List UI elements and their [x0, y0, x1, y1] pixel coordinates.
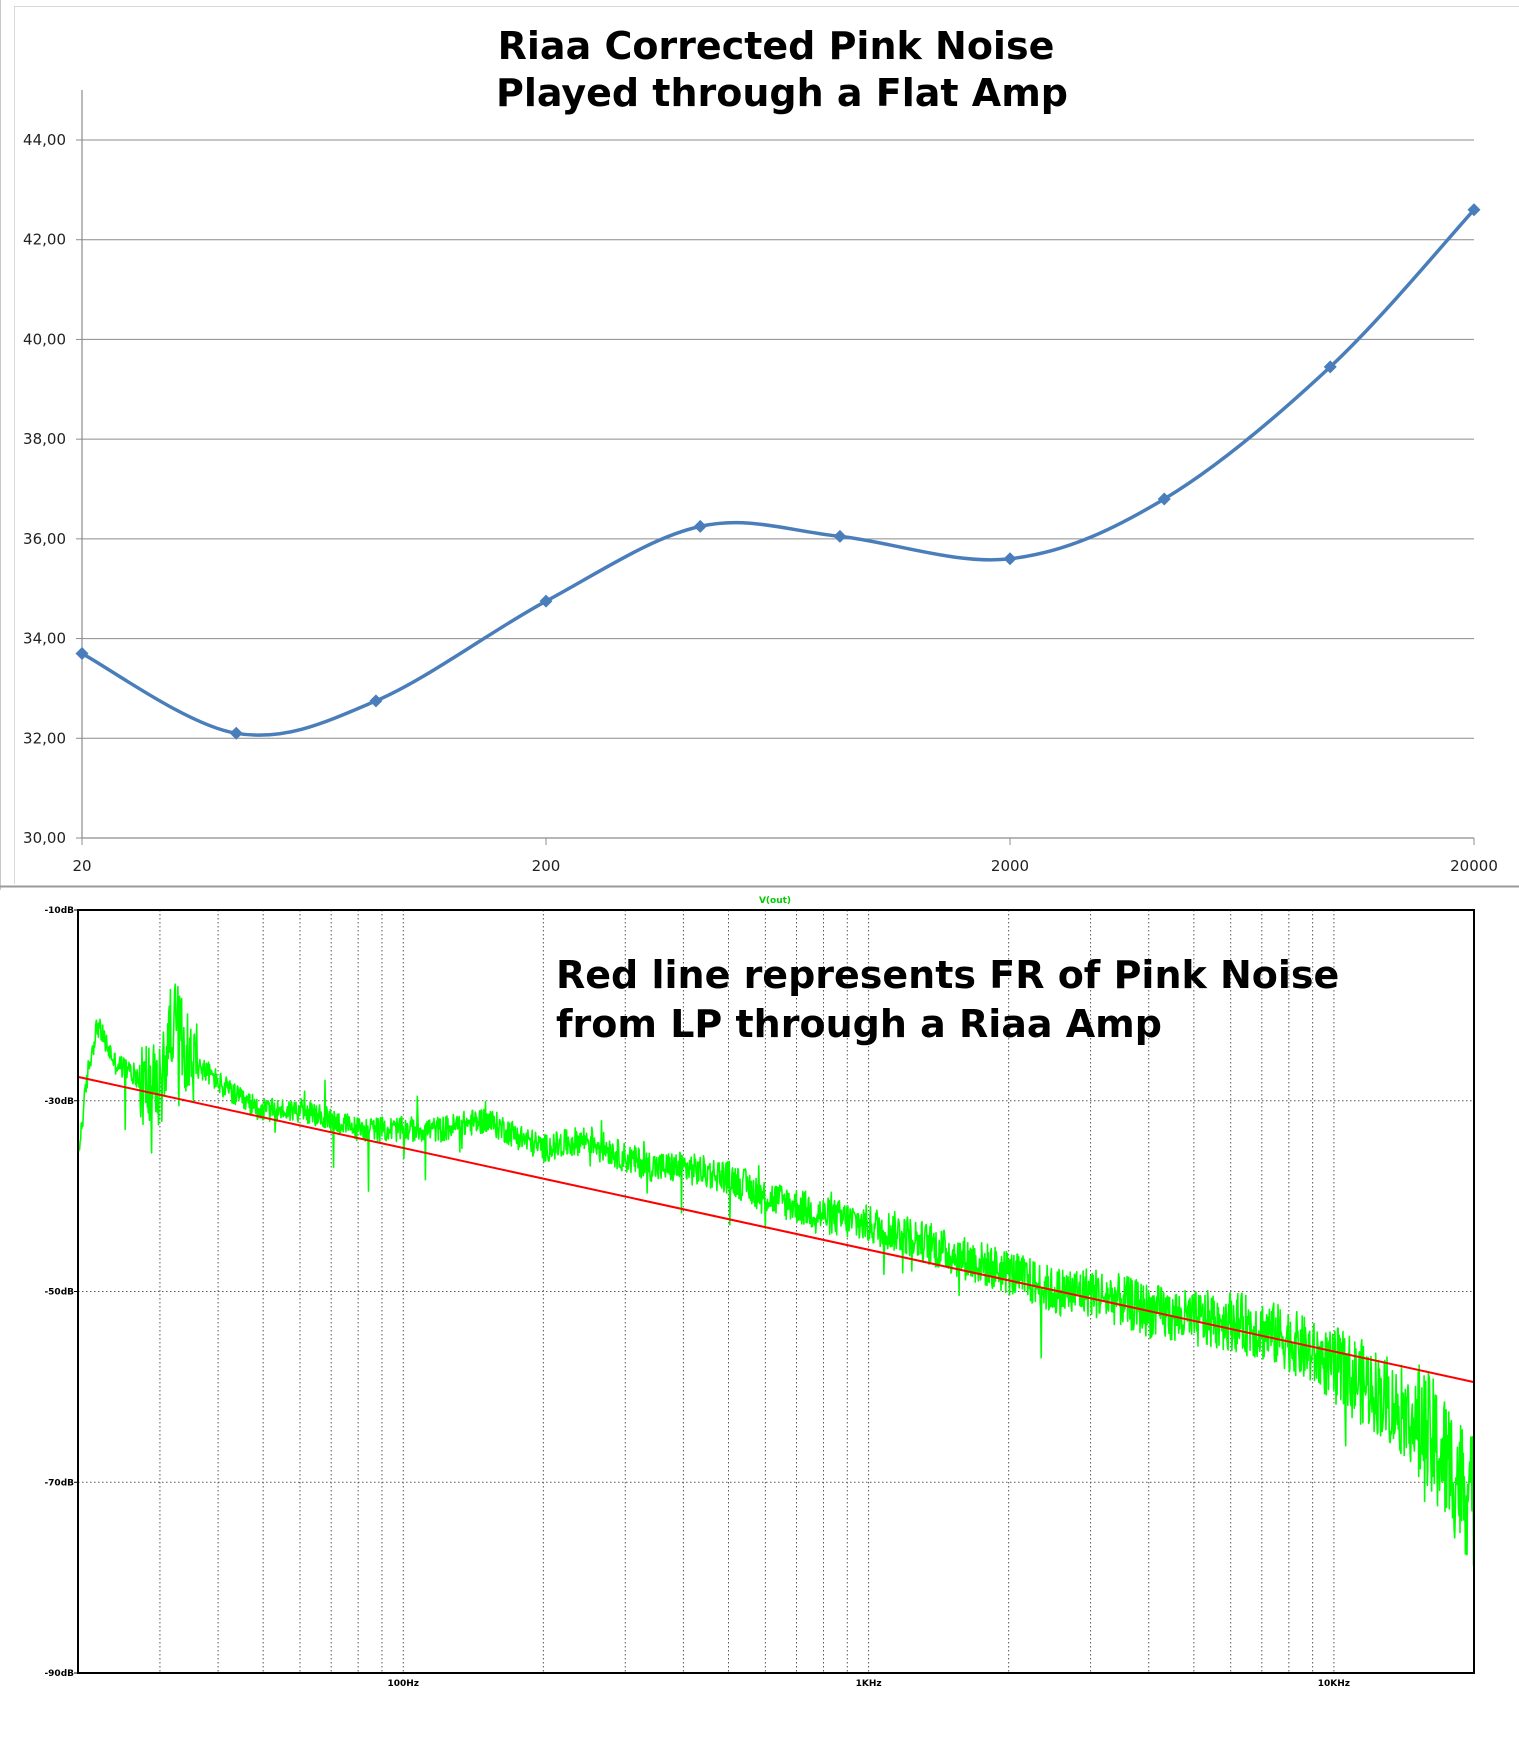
measured-response-trace [77, 983, 1475, 1566]
y-tick-label: 40,00 [23, 330, 66, 348]
plot-y-tick-label: -10dB [44, 906, 74, 916]
data-point-marker [693, 519, 707, 533]
plot-x-tick-labels: 100Hz 1KHz 10KHz [387, 1679, 1350, 1689]
x-tick-label: 20 [72, 857, 91, 875]
plot-x-tick-label: 1KHz [856, 1679, 882, 1689]
plot-x-tick-label: 100Hz [387, 1679, 419, 1689]
data-point-marker [75, 647, 89, 661]
annotation-line-2: from LP through a Riaa Amp [556, 1002, 1162, 1046]
y-tick-label: 44,00 [23, 131, 66, 149]
measured-response-path [77, 983, 1475, 1566]
x-tick-label: 200 [532, 857, 561, 875]
plot-y-tick-labels: -10dB -30dB -50dB -70dB -90dB [44, 906, 78, 1679]
data-point-marker [1467, 203, 1481, 217]
data-point-marker [539, 594, 553, 608]
y-tick-label: 36,00 [23, 530, 66, 548]
plot-y-tick-label: -90dB [44, 1669, 74, 1679]
chart-title-line-1: Riaa Corrected Pink Noise [498, 24, 1055, 68]
gridlines [76, 139, 1475, 845]
series-line [81, 208, 1476, 737]
plot-y-tick-label: -70dB [44, 1478, 74, 1488]
y-tick-label: 42,00 [23, 231, 66, 249]
plot-y-tick-label: -30dB [44, 1097, 74, 1107]
y-tick-label: 32,00 [23, 729, 66, 747]
data-point-marker [1323, 360, 1337, 374]
flat-amp-chart: Riaa Corrected Pink Noise Played through… [0, 0, 1519, 890]
chart-title-line-2: Played through a Flat Amp [496, 71, 1068, 115]
flat-amp-chart-panel: Riaa Corrected Pink Noise Played through… [0, 0, 1519, 890]
y-tick-label: 30,00 [23, 829, 66, 847]
trace-label: V(out) [759, 896, 791, 906]
plot-x-tick-label: 10KHz [1318, 1679, 1350, 1689]
y-tick-label: 34,00 [23, 630, 66, 648]
chart-window-background [0, 0, 1519, 890]
y-axis-tick-labels: 30,00 32,00 34,00 36,00 38,00 40,00 42,00 44,00 [23, 131, 66, 847]
series-markers [75, 203, 1481, 740]
x-tick-label: 2000 [991, 857, 1029, 875]
annotation-line-1: Red line represents FR of Pink Noise [556, 953, 1339, 997]
riaa-amp-plot-panel: V(out) -10dB -30dB -50dB -70dB -90dB 100Hz 1K… [0, 890, 1519, 1757]
plot-y-tick-label: -50dB [44, 1288, 74, 1298]
data-point-marker [229, 726, 243, 740]
data-point-marker [1157, 492, 1171, 506]
series-line-path [81, 208, 1476, 737]
plot-frame [77, 909, 1475, 1674]
x-tick-label: 20000 [1450, 857, 1498, 875]
axes [81, 90, 1474, 839]
reference-line-path [77, 1075, 1475, 1384]
data-point-marker [833, 529, 847, 543]
x-axis-tick-labels: 20 200 2000 20000 [72, 857, 1497, 875]
data-point-marker [369, 694, 383, 708]
y-tick-label: 38,00 [23, 430, 66, 448]
pink-noise-reference-line [77, 1075, 1475, 1384]
riaa-amp-plot: V(out) -10dB -30dB -50dB -70dB -90dB 100Hz 1K… [0, 890, 1519, 1757]
data-point-marker [1003, 552, 1017, 566]
